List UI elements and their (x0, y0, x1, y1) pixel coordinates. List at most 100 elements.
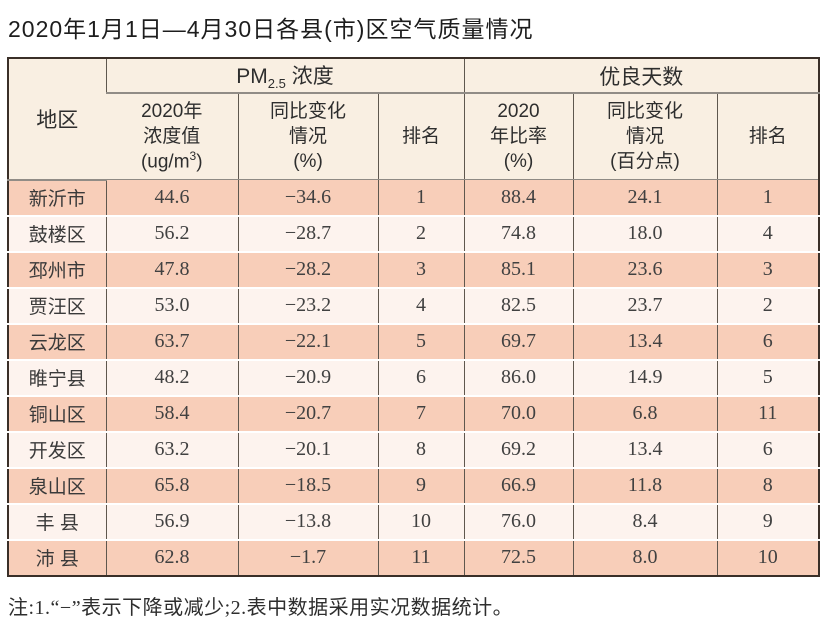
good-rank-cell: 1 (716, 179, 820, 217)
region-cell: 鼓楼区 (8, 215, 106, 253)
pm-rank-cell: 9 (377, 467, 464, 505)
good-ratio-line1: 2020 (497, 100, 540, 122)
good-change-cell: 13.4 (572, 323, 717, 361)
region-cell: 贾汪区 (8, 287, 106, 325)
region-cell: 开发区 (8, 431, 106, 469)
pm-value-cell: 63.7 (105, 323, 238, 361)
pm-change-cell: −20.9 (237, 359, 378, 397)
pm-value-cell: 62.8 (105, 539, 238, 576)
pm-rank-cell: 1 (377, 179, 464, 217)
column-header-region: 地区 (8, 58, 106, 181)
pm-value-unit: (ug/m (140, 151, 190, 173)
good-change-cell: 23.6 (572, 251, 717, 289)
good-rank-cell: 10 (716, 539, 820, 576)
pm-rank-cell: 11 (377, 539, 464, 576)
pm-value-cell: 44.6 (105, 179, 238, 217)
good-rank-cell: 4 (716, 215, 820, 253)
good-ratio-cell: 74.8 (463, 215, 573, 253)
table-row: 邳州市 47.8 −28.2 3 85.1 23.6 3 (8, 251, 820, 289)
region-cell: 睢宁县 (8, 359, 106, 397)
group-header-pm25: PM2.5 浓度 (105, 58, 464, 94)
pm-rank-cell: 10 (377, 503, 464, 541)
pm-rank-cell: 8 (377, 431, 464, 469)
pm-value-line1: 2020年 (141, 100, 203, 122)
pm-value-cell: 53.0 (105, 287, 238, 325)
good-rank-cell: 5 (716, 359, 820, 397)
region-cell: 云龙区 (8, 323, 106, 361)
good-change-line2: 情况 (625, 125, 664, 147)
column-header-good-ratio: 2020 年比率 (%) (463, 93, 573, 180)
column-header-pm-rank: 排名 (377, 93, 464, 180)
pm-change-cell: −28.7 (237, 215, 378, 253)
column-header-pm-value: 2020年 浓度值 (ug/m3) (106, 93, 238, 180)
good-ratio-cell: 69.7 (463, 323, 573, 361)
good-rank-cell: 2 (716, 287, 820, 325)
page-title: 2020年1月1日—4月30日各县(市)区空气质量情况 (8, 16, 534, 42)
good-rank-cell: 3 (716, 251, 820, 289)
good-change-line1: 同比变化 (606, 100, 683, 122)
pm-rank-cell: 5 (377, 323, 464, 361)
table-row: 丰 县 56.9 −13.8 10 76.0 8.4 9 (8, 503, 820, 541)
good-rank-cell: 6 (716, 323, 820, 361)
pm-change-cell: −1.7 (237, 539, 378, 576)
good-rank-cell: 9 (716, 503, 820, 541)
pm-rank-cell: 3 (377, 251, 464, 289)
good-ratio-cell: 69.2 (463, 431, 573, 469)
good-ratio-cell: 85.1 (463, 251, 573, 289)
region-cell: 邳州市 (8, 251, 106, 289)
pm-change-cell: −23.2 (237, 287, 378, 325)
pm-value-cell: 56.9 (105, 503, 238, 541)
region-cell: 沛 县 (8, 539, 106, 576)
region-cell: 泉山区 (8, 467, 106, 505)
pm-change-cell: −13.8 (237, 503, 378, 541)
pm-value-cell: 47.8 (105, 251, 238, 289)
good-ratio-cell: 76.0 (463, 503, 573, 541)
column-header-good-rank: 排名 (716, 93, 820, 180)
air-quality-table: 地区 PM2.5 浓度 优良天数 2020年 浓度值 (ug/m3) 同比变化 … (7, 57, 821, 577)
good-rank-cell: 6 (716, 431, 820, 469)
pm-value-cell: 56.2 (105, 215, 238, 253)
pm25-subscript: 2.5 (267, 76, 286, 92)
table-row: 新沂市 44.6 −34.6 1 88.4 24.1 1 (8, 179, 820, 217)
pm-change-cell: −28.2 (237, 251, 378, 289)
region-cell: 新沂市 (8, 179, 106, 217)
table-row: 贾汪区 53.0 −23.2 4 82.5 23.7 2 (8, 287, 820, 325)
table-footnote: 注:1.“−”表示下降或减少;2.表中数据采用实况数据统计。 (8, 596, 514, 619)
pm-change-cell: −20.1 (237, 431, 378, 469)
good-ratio-line3: (%) (503, 151, 534, 173)
good-ratio-cell: 66.9 (463, 467, 573, 505)
pm-rank-cell: 6 (377, 359, 464, 397)
pm-change-line2: 情况 (288, 125, 327, 147)
pm25-cjk: 浓度 (285, 64, 334, 88)
table-body: 新沂市 44.6 −34.6 1 88.4 24.1 1 鼓楼区 56.2 −2… (8, 179, 820, 576)
good-ratio-cell: 70.0 (463, 395, 573, 433)
good-change-cell: 14.9 (572, 359, 717, 397)
good-ratio-cell: 88.4 (463, 179, 573, 217)
pm-value-line2: 浓度值 (143, 125, 201, 147)
pm-value-cell: 65.8 (105, 467, 238, 505)
pm-rank-cell: 4 (377, 287, 464, 325)
table-header: 地区 PM2.5 浓度 优良天数 2020年 浓度值 (ug/m3) 同比变化 … (8, 58, 820, 181)
pm-rank-cell: 7 (377, 395, 464, 433)
good-change-cell: 23.7 (572, 287, 717, 325)
table-row: 泉山区 65.8 −18.5 9 66.9 11.8 8 (8, 467, 820, 505)
table-row: 开发区 63.2 −20.1 8 69.2 13.4 6 (8, 431, 820, 469)
group-header-good-days: 优良天数 (463, 58, 820, 94)
pm-change-cell: −18.5 (237, 467, 378, 505)
table-row: 睢宁县 48.2 −20.9 6 86.0 14.9 5 (8, 359, 820, 397)
good-change-cell: 11.8 (572, 467, 717, 505)
pm-change-line1: 同比变化 (269, 100, 346, 122)
pm-value-unit-close: ) (196, 151, 203, 173)
good-change-cell: 18.0 (572, 215, 717, 253)
pm-value-cell: 58.4 (105, 395, 238, 433)
pm25-latin: PM (236, 64, 268, 88)
good-rank-cell: 8 (716, 467, 820, 505)
pm-value-cell: 63.2 (105, 431, 238, 469)
region-cell: 铜山区 (8, 395, 106, 433)
good-change-cell: 6.8 (572, 395, 717, 433)
pm-value-unit-sup: 3 (189, 148, 197, 163)
good-ratio-cell: 82.5 (463, 287, 573, 325)
column-header-pm-change: 同比变化 情况 (%) (237, 93, 378, 180)
good-change-cell: 8.0 (572, 539, 717, 576)
table-row: 铜山区 58.4 −20.7 7 70.0 6.8 11 (8, 395, 820, 433)
